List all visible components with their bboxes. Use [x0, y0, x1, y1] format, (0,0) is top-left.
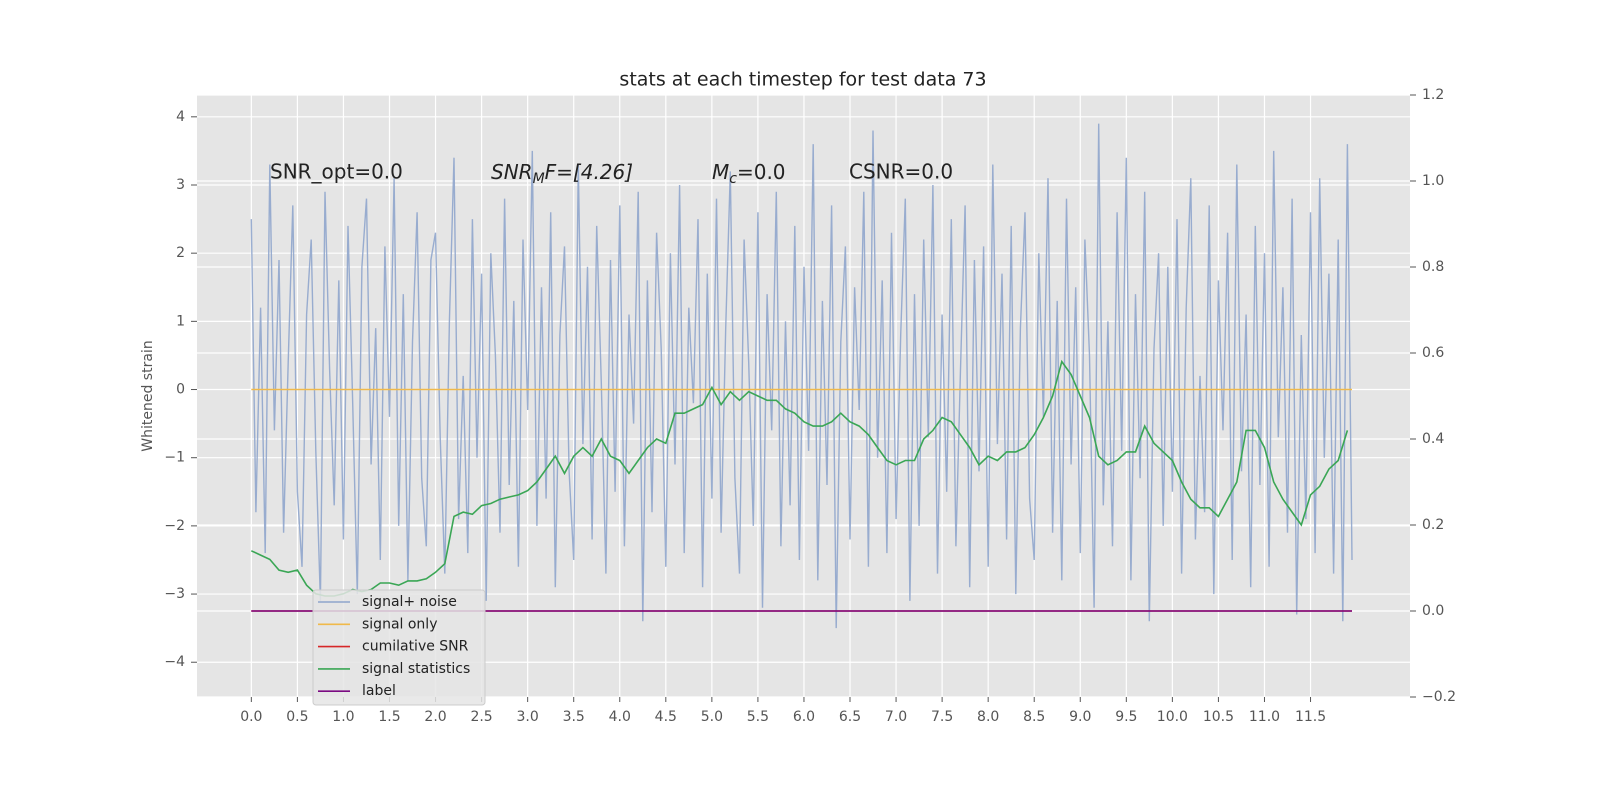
x-tick-label: 6.5 — [839, 709, 861, 725]
legend-label: signal+ noise — [362, 594, 457, 610]
x-tick-label: 10.5 — [1203, 709, 1234, 725]
x-tick-label: 2.5 — [470, 709, 492, 725]
x-tick-label: 8.5 — [1023, 709, 1045, 725]
annotation: SNRMF=[4.26] — [491, 160, 633, 188]
y2-tick-label: 1.2 — [1422, 87, 1444, 103]
x-tick-label: 9.5 — [1115, 709, 1137, 725]
series-line — [250, 359, 1349, 597]
y-tick-label: 4 — [176, 109, 185, 125]
legend-box — [312, 589, 486, 706]
x-tick-label: 6.0 — [793, 709, 815, 725]
x-tick-label: 0.0 — [240, 709, 262, 725]
y2-tick-label: 0.4 — [1422, 431, 1444, 447]
x-tick-label: 0.5 — [286, 709, 308, 725]
y2-tick-label: 0.2 — [1422, 517, 1444, 533]
annotation-part: M — [533, 171, 545, 187]
annotation: Mc=0.0 — [712, 160, 786, 188]
y-tick-label: −2 — [164, 518, 185, 534]
y-tick-label: −1 — [164, 450, 185, 466]
x-tick-label: 9.0 — [1069, 709, 1091, 725]
y-tick-label: −4 — [164, 654, 185, 670]
y-tick-label: 1 — [176, 313, 185, 329]
x-tick-label: 1.0 — [332, 709, 354, 725]
x-tick-label: 11.5 — [1295, 709, 1326, 725]
y-axis-label: Whitened strain — [140, 340, 156, 451]
x-tick-label: 11.0 — [1249, 709, 1280, 725]
annotation-part: F=[4.26] — [545, 160, 633, 184]
y2-tick-label: 0.0 — [1422, 603, 1444, 619]
x-tick-label: 7.0 — [885, 709, 907, 725]
annotation-part: SNR — [491, 160, 533, 184]
y2-tick-label: −0.2 — [1422, 689, 1456, 705]
x-tick-label: 2.0 — [424, 709, 446, 725]
legend-label: signal statistics — [362, 661, 470, 677]
y-tick-label: 3 — [176, 177, 185, 193]
y-tick-label: −3 — [164, 586, 185, 602]
x-tick-label: 3.0 — [517, 709, 539, 725]
x-tick-label: 4.0 — [609, 709, 631, 725]
y2-tick-label: 0.8 — [1422, 259, 1444, 275]
legend: signal+ noise signal only cumilative SNR si… — [312, 589, 486, 706]
ticks: 0.0 0.5 1.0 1.5 2.0 2.5 3.0 3.5 4.0 4.5 5.0 5.5 6.0 6… — [164, 87, 1456, 725]
legend-label: label — [362, 683, 396, 699]
annotation-part: =0.0 — [737, 160, 786, 184]
y-tick-label: 0 — [176, 382, 185, 398]
x-tick-label: 8.0 — [977, 709, 999, 725]
x-tick-label: 3.5 — [563, 709, 585, 725]
annotations: SNR_opt=0.0 SNRMF=[4.26] Mc=0.0 CSNR=0.0 — [270, 160, 953, 188]
x-tick-label: 7.5 — [931, 709, 953, 725]
annotation-part: M — [712, 160, 729, 184]
x-tick-label: 5.5 — [747, 709, 769, 725]
legend-label: signal only — [362, 616, 437, 632]
y-tick-label: 2 — [176, 245, 185, 261]
x-tick-label: 5.0 — [701, 709, 723, 725]
x-tick-label: 4.5 — [655, 709, 677, 725]
annotation-part: c — [729, 171, 737, 187]
chart-title: stats at each timestep for test data 73 — [619, 69, 986, 91]
y2-tick-label: 0.6 — [1422, 345, 1444, 361]
annotation: SNR_opt=0.0 — [270, 160, 403, 184]
legend-label: cumilative SNR — [362, 639, 469, 655]
y2-tick-label: 1.0 — [1422, 173, 1444, 189]
series-line — [250, 123, 1353, 629]
x-tick-label: 1.5 — [378, 709, 400, 725]
annotation: CSNR=0.0 — [849, 160, 953, 184]
x-tick-label: 10.0 — [1157, 709, 1188, 725]
